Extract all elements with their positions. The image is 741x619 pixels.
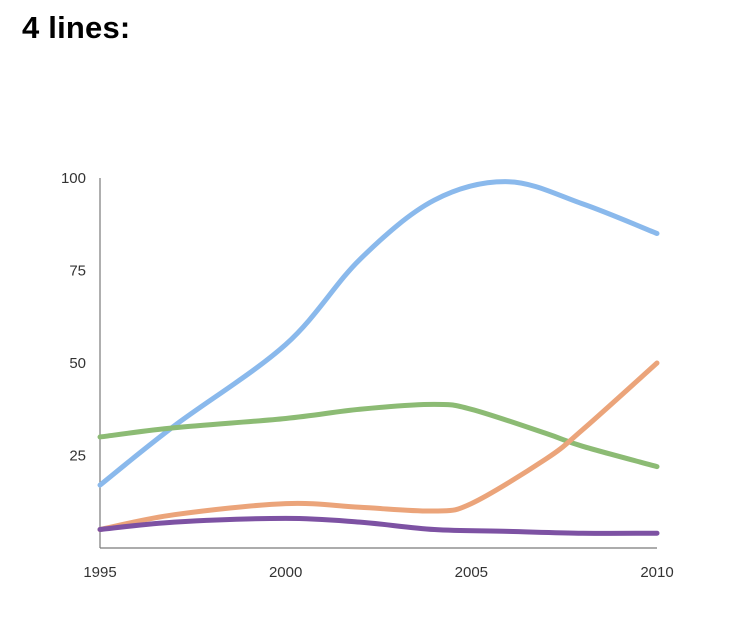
page-title: 4 lines: <box>22 10 131 45</box>
x-tick-label: 1995 <box>83 564 116 581</box>
x-tick-label: 2005 <box>455 564 488 581</box>
x-tick-label: 2010 <box>640 564 673 581</box>
x-tick-label: 2000 <box>269 564 302 581</box>
series-line-3 <box>97 360 660 532</box>
y-tick-label: 25 <box>69 448 86 465</box>
series-line-4 <box>97 515 660 536</box>
y-tick-label: 75 <box>69 263 86 280</box>
chart-series <box>97 179 660 536</box>
series-line-1 <box>97 179 660 488</box>
chart-ticks: 25 50 75 100 1995 2000 2005 2010 <box>61 170 674 581</box>
y-tick-label: 100 <box>61 170 86 187</box>
chart-axes <box>99 178 657 549</box>
y-tick-label: 50 <box>69 355 86 372</box>
